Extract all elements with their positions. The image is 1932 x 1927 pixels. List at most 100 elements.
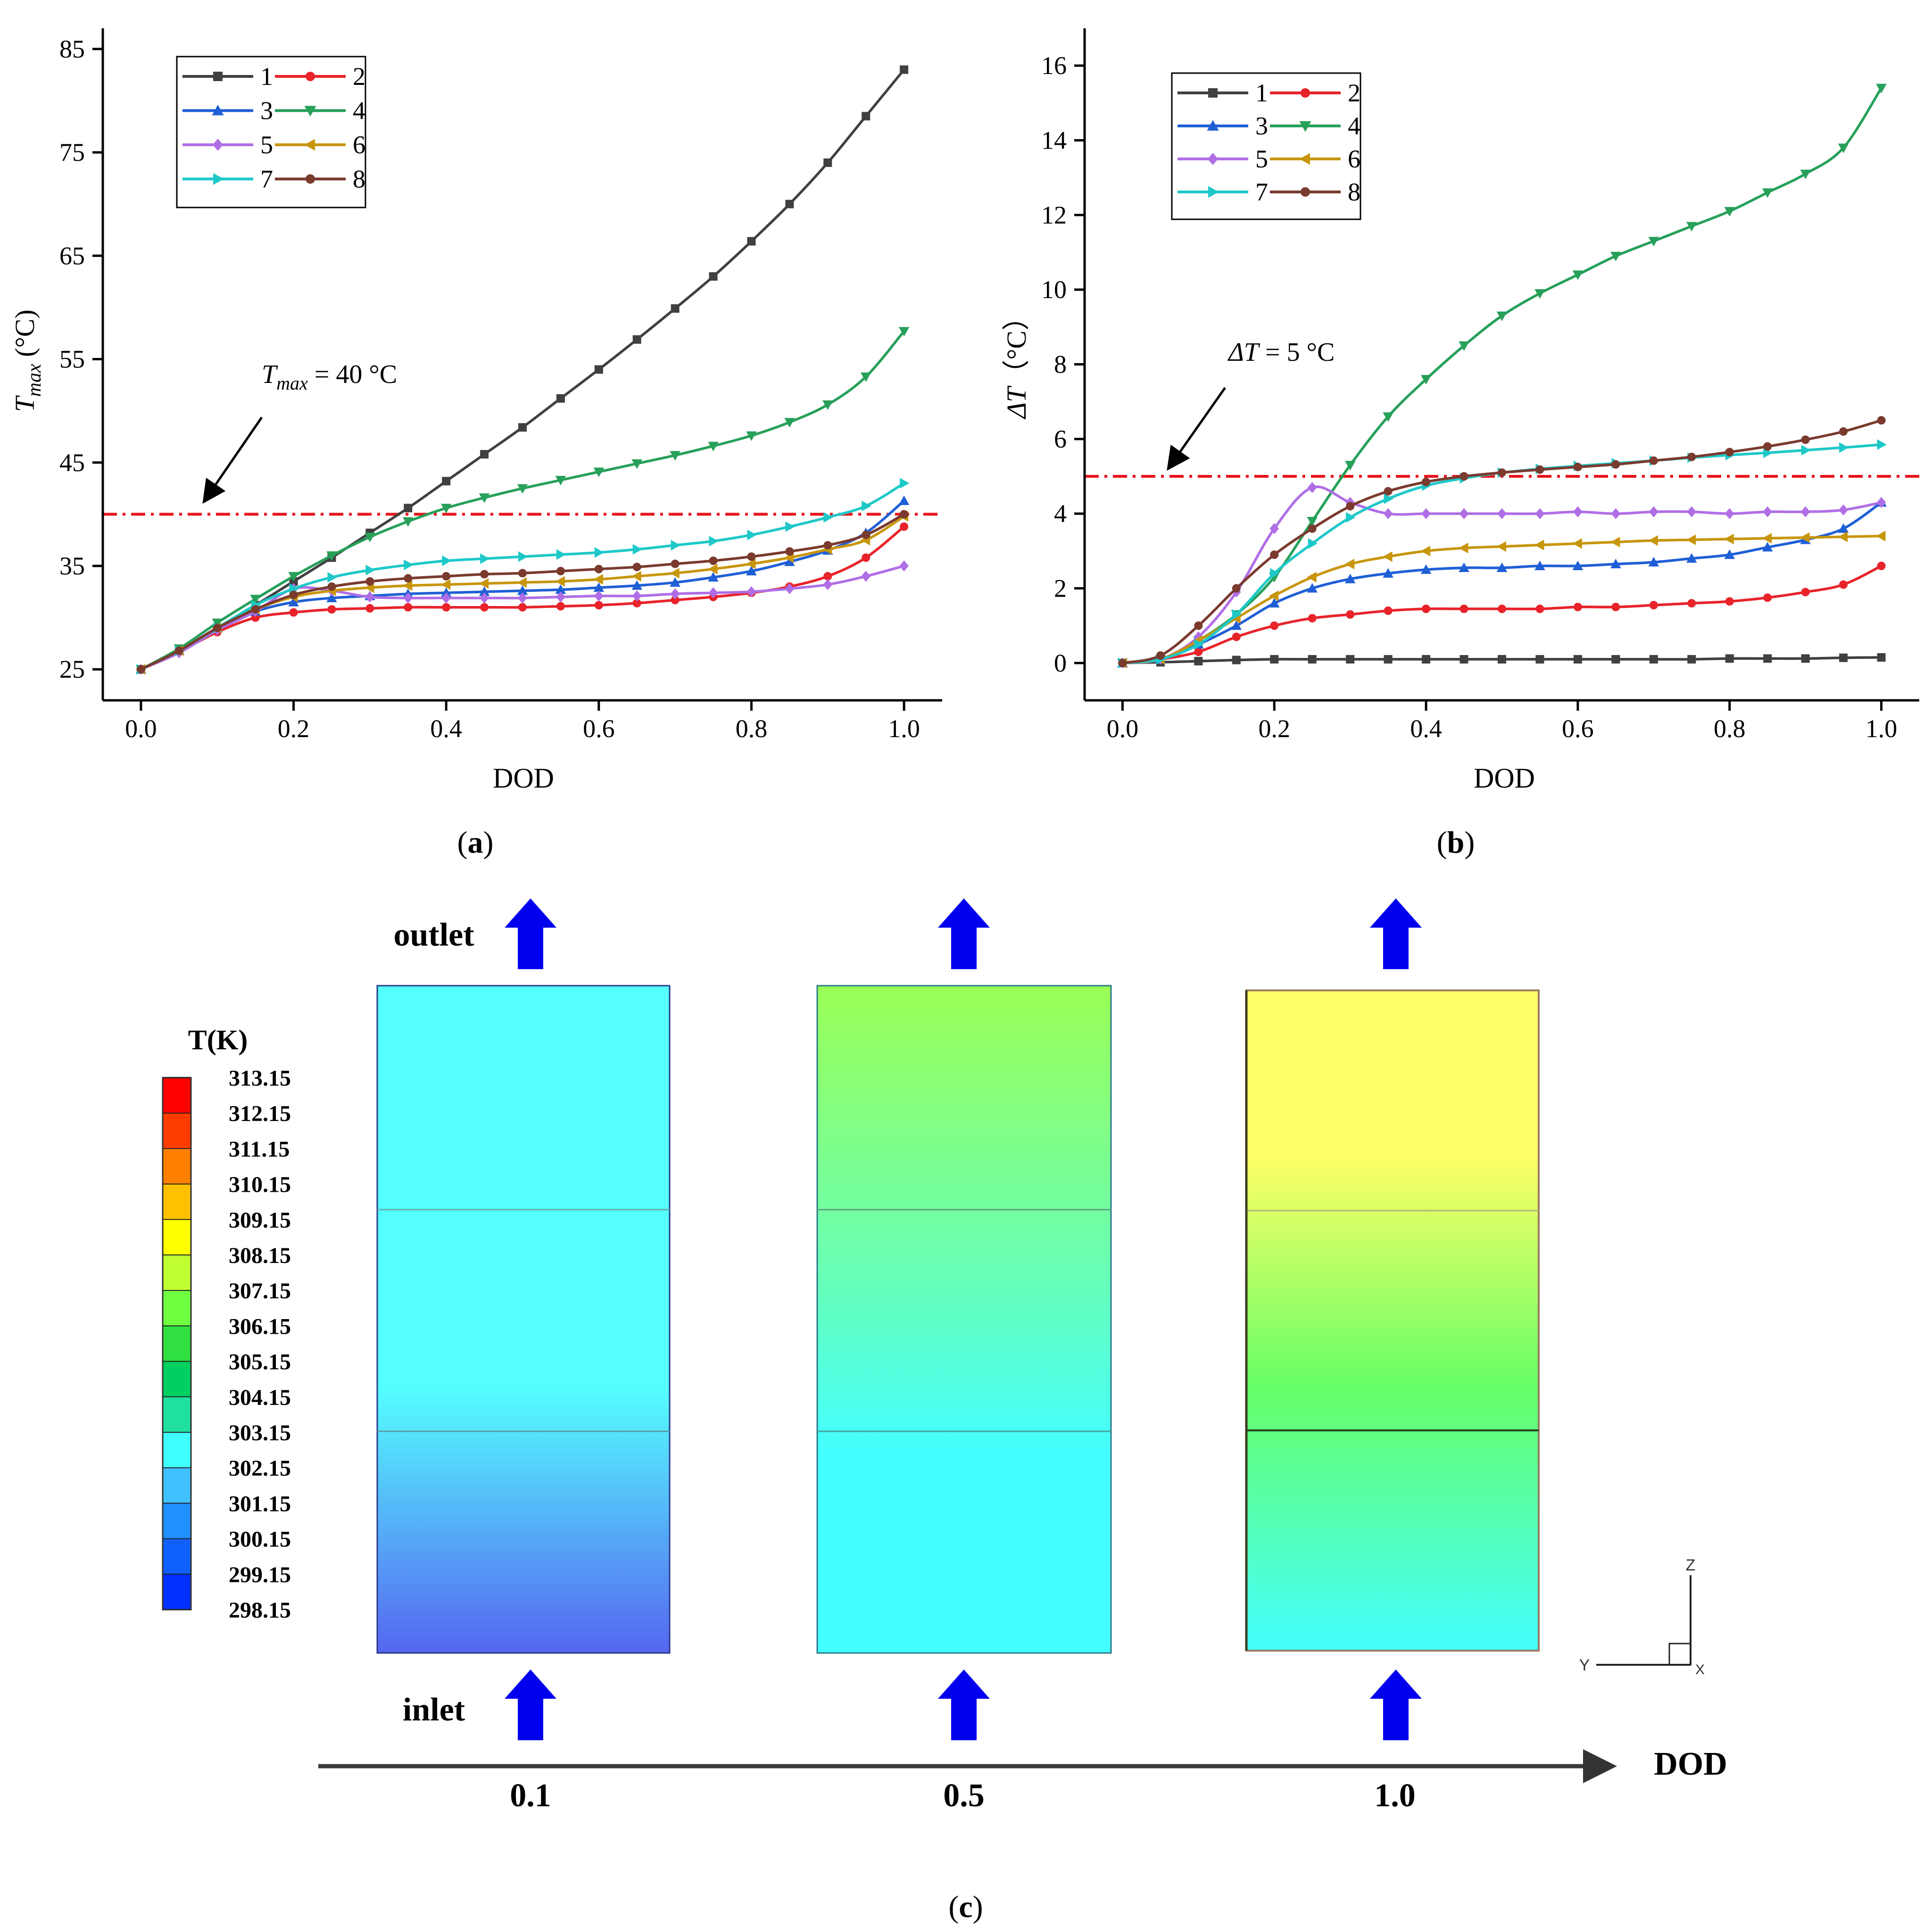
data-point-4 [479, 493, 490, 503]
data-point-5 [1573, 506, 1583, 517]
data-point-2 [1270, 621, 1279, 630]
data-point-6 [593, 574, 603, 585]
data-point-4 [1307, 517, 1318, 527]
data-point-8 [251, 605, 260, 614]
data-point-2 [823, 572, 832, 581]
colorbar-tick-label: 311.15 [229, 1137, 290, 1162]
data-point-3 [1459, 562, 1469, 572]
data-point-2 [518, 603, 527, 612]
inlet-arrow [938, 1670, 990, 1740]
data-point-1 [1422, 655, 1431, 664]
data-point-4 [1838, 143, 1849, 153]
legend-marker-1 [213, 72, 223, 81]
data-point-7 [1384, 493, 1393, 504]
data-point-8 [900, 510, 909, 519]
data-point-8 [1573, 463, 1582, 472]
snapshot-dod-0.5 [816, 985, 1112, 1654]
data-point-7 [518, 551, 528, 562]
legend-box [176, 56, 366, 208]
legend-label-8: 8 [353, 165, 365, 193]
legend-marker-8 [1301, 187, 1310, 197]
data-point-8 [1422, 477, 1431, 486]
panel-c-caption: (c) [948, 1890, 983, 1924]
data-point-7 [785, 521, 795, 532]
data-point-7 [365, 565, 375, 576]
legend-marker-8 [306, 174, 315, 184]
data-point-1 [1535, 655, 1544, 664]
legend-label-1: 1 [260, 62, 273, 91]
series-8 [136, 510, 909, 674]
data-point-2 [1687, 599, 1696, 608]
legend-marker-5 [213, 139, 223, 151]
legend-label-2: 2 [353, 62, 365, 91]
legend-label-7: 7 [260, 165, 273, 193]
triad-x-label: X [1695, 1662, 1705, 1678]
triad-y-label: Y [1579, 1656, 1590, 1674]
data-point-3 [1838, 523, 1849, 533]
coordinate-triad: Z Y X [1579, 1556, 1705, 1678]
data-point-1 [1725, 654, 1734, 663]
data-point-2 [1308, 614, 1317, 623]
legend-item-1: 1 [182, 62, 273, 91]
data-point-7 [709, 536, 719, 547]
data-point-1 [1232, 656, 1241, 664]
x-tick-label: 0.0 [1107, 714, 1139, 743]
data-point-3 [1686, 553, 1697, 563]
data-point-5 [1876, 497, 1886, 508]
data-point-4 [631, 459, 642, 469]
legend-item-7: 7 [182, 165, 273, 193]
data-point-3 [479, 586, 490, 596]
data-point-1 [518, 423, 527, 432]
legend-marker-4 [1299, 121, 1311, 132]
data-point-8 [671, 559, 680, 568]
data-point-5 [670, 588, 680, 599]
data-point-7 [327, 572, 337, 583]
data-point-8 [1687, 452, 1696, 461]
data-point-3 [1269, 598, 1280, 608]
data-point-2 [632, 598, 641, 607]
x-tick-label: 1.0 [1866, 714, 1898, 743]
legend-item-5: 5 [182, 131, 273, 159]
data-point-7 [1194, 639, 1204, 650]
data-point-3 [784, 556, 795, 566]
data-point-2 [404, 603, 413, 612]
data-point-8 [518, 569, 527, 578]
panel-b-xlabel: DOD [1474, 763, 1535, 794]
data-point-4 [517, 484, 528, 494]
colorbar-segment [163, 1326, 191, 1362]
data-point-4 [1686, 222, 1697, 232]
data-point-8 [1232, 584, 1241, 593]
data-point-5 [1307, 482, 1317, 493]
data-point-1 [594, 365, 603, 374]
data-point-2 [1422, 605, 1431, 614]
data-point-3 [1648, 557, 1659, 567]
data-point-2 [1194, 648, 1203, 656]
legend-label-8: 8 [1348, 178, 1360, 206]
data-point-6 [1496, 541, 1506, 552]
x-tick-label: 0.0 [125, 714, 157, 743]
data-point-2 [1535, 605, 1544, 614]
y-tick-label: 35 [59, 552, 85, 580]
colorbar-segment [163, 1219, 191, 1255]
data-point-5 [1497, 508, 1507, 519]
legend-item-8: 8 [1270, 178, 1360, 206]
data-point-8 [1118, 658, 1127, 667]
snapshot-label-1.0: 1.0 [1374, 1777, 1416, 1814]
data-point-5 [1269, 523, 1279, 534]
colorbar-segment [163, 1113, 191, 1149]
colorbar-segment [163, 1361, 191, 1397]
outlet-arrow [1370, 898, 1422, 969]
y-tick-label: 25 [59, 655, 85, 683]
y-tick-label: 10 [1041, 275, 1067, 304]
data-point-2 [1649, 601, 1658, 610]
inlet-arrow [505, 1670, 556, 1740]
data-point-1 [1687, 655, 1696, 664]
data-point-3 [1383, 568, 1393, 578]
flow-arrows [505, 898, 1422, 1740]
data-point-2 [556, 602, 565, 611]
data-point-8 [556, 566, 565, 575]
